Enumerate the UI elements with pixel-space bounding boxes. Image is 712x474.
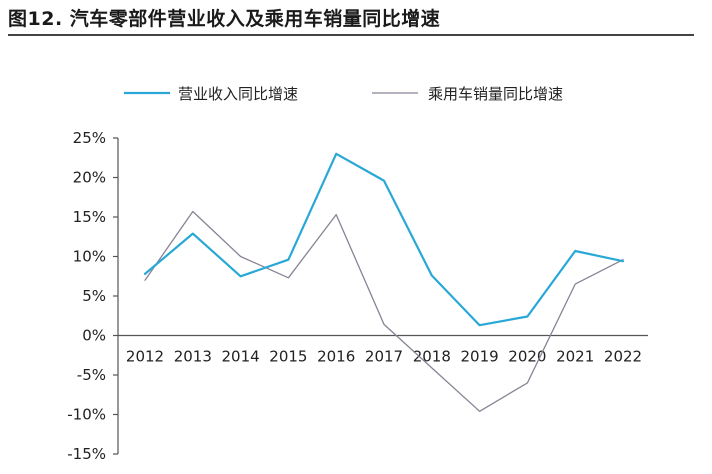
x-tick-label: 2021: [556, 348, 594, 366]
axes: -15% -10% -5% 0% 5% 10% 15% 20% 25% 2012 2013 2014 2…: [67, 129, 648, 463]
x-tick-label: 2016: [317, 348, 355, 366]
series-lines: [143, 152, 625, 412]
y-tick-label: 15%: [73, 208, 106, 226]
legend-label: 乘用车销量同比增速: [428, 85, 563, 103]
x-tick-label: 2013: [174, 348, 212, 366]
title-rule: [8, 34, 694, 36]
x-tick-label: 2018: [413, 348, 451, 366]
chart-title: 图12. 汽车零部件营业收入及乘用车销量同比增速: [8, 8, 441, 30]
series-line-sales: [144, 210, 624, 412]
x-tick-label: 2017: [365, 348, 403, 366]
series-line-revenue: [143, 152, 625, 327]
y-tick-label: 25%: [73, 129, 106, 147]
y-tick-label: 5%: [82, 287, 106, 305]
x-tick-label: 2019: [461, 348, 499, 366]
x-tick-label: 2015: [269, 348, 307, 366]
legend: 营业收入同比增速 乘用车销量同比增速: [124, 85, 563, 103]
x-tick-label: 2022: [604, 348, 642, 366]
x-tick-label: 2014: [222, 348, 260, 366]
y-tick-label: 0%: [82, 327, 106, 345]
y-tick-label: -10%: [67, 406, 106, 424]
x-tick-label: 2012: [126, 348, 164, 366]
y-tick-label: -15%: [67, 445, 106, 463]
y-tick-label: -5%: [77, 366, 106, 384]
x-tick-label: 2020: [508, 348, 546, 366]
legend-label: 营业收入同比增速: [178, 85, 298, 103]
y-tick-label: 20%: [73, 169, 106, 187]
y-tick-label: 10%: [73, 248, 106, 266]
